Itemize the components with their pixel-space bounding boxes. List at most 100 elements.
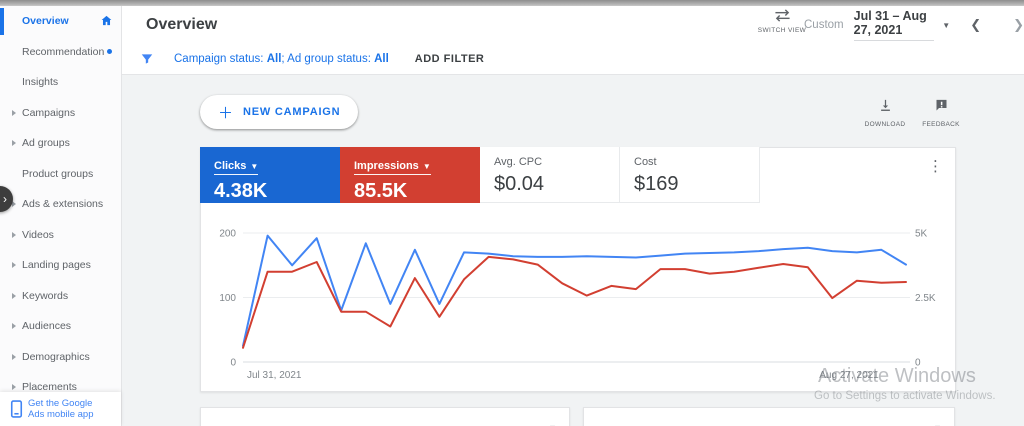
date-range-control: Custom Jul 31 – Aug 27, 2021 ▼ ❮ ❯ xyxy=(804,6,1024,44)
date-range-value[interactable]: Jul 31 – Aug 27, 2021 xyxy=(853,9,935,41)
sidebar-item-label: Ad groups xyxy=(22,137,70,150)
plus-icon: ＋ xyxy=(218,104,234,122)
sidebar-item-label: Audiences xyxy=(22,320,72,333)
filter-bar: Campaign status: All; Ad group status: A… xyxy=(122,44,1024,75)
filter-summary[interactable]: Campaign status: All; Ad group status: A… xyxy=(174,53,389,65)
sidebar-item-campaigns[interactable]: Campaigns xyxy=(0,98,121,129)
expand-arrow-icon xyxy=(12,323,16,330)
sidebar-item-videos[interactable]: Videos xyxy=(0,220,121,251)
sidebar-item-label: Product groups xyxy=(22,167,94,180)
scorecard-value: 4.38K xyxy=(214,180,268,202)
svg-text:0: 0 xyxy=(230,358,236,369)
scorecard-label: Avg. CPC xyxy=(494,156,543,168)
previous-period-button[interactable]: ❮ xyxy=(970,17,982,32)
scorecard-clicks[interactable]: Clicks ▼ 4.38K xyxy=(200,147,340,203)
series-line-impressions xyxy=(242,255,907,349)
scorecard-value: $0.04 xyxy=(494,173,545,195)
add-filter-button[interactable]: ADD FILTER xyxy=(414,53,485,65)
notification-dot xyxy=(107,49,112,55)
sidebar: Overview Recommendations Insights Campaigns… xyxy=(0,6,122,426)
sidebar-item-keywords[interactable]: Keywords xyxy=(0,281,121,312)
scorecard-value: 85.5K xyxy=(354,180,408,202)
new-campaign-button[interactable]: ＋ NEW CAMPAIGN xyxy=(200,95,359,129)
sidebar-item-audiences[interactable]: Audiences xyxy=(0,311,121,342)
home-icon xyxy=(100,14,113,27)
sidebar-item-demographics[interactable]: Demographics xyxy=(0,342,121,373)
performance-summary-card: Clicks ▼ 4.38K Impressions ▼ 85.5K Avg. CPC $0.… xyxy=(200,147,956,392)
download-icon xyxy=(878,99,893,117)
sidebar-item-label: Keywords xyxy=(22,289,69,302)
switch-view-label: SWITCH VIEW xyxy=(757,27,807,34)
svg-text:200: 200 xyxy=(219,229,236,240)
scorecard-label: Cost xyxy=(634,156,657,168)
phone-icon xyxy=(10,400,23,418)
clicks-impressions-line-chart: 0 0 100 2.5K 200 5K Jul 31, 2021 Aug 27, 2021 xyxy=(219,229,936,382)
expand-arrow-icon xyxy=(12,353,16,360)
sidebar-item-label: Ads & extensions xyxy=(22,198,104,211)
svg-text:5K: 5K xyxy=(915,229,928,240)
expand-arrow-icon xyxy=(12,292,16,299)
expand-arrow-icon xyxy=(12,140,16,147)
expand-arrow-icon xyxy=(12,262,16,269)
switch-view-button[interactable]: SWITCH VIEW xyxy=(750,9,814,34)
sidebar-item-label: Campaigns xyxy=(22,106,76,119)
sidebar-item-label: Placements xyxy=(22,381,77,394)
collapse-panel-button[interactable]: › xyxy=(0,186,13,212)
download-button[interactable]: DOWNLOAD xyxy=(858,98,912,128)
sidebar-item-insights[interactable]: Insights xyxy=(0,67,121,98)
sidebar-item-recommendations[interactable]: Recommendations xyxy=(0,37,121,68)
date-range-type: Custom xyxy=(804,19,844,31)
sidebar-item-label: Demographics xyxy=(22,350,90,363)
scorecard-value: $169 xyxy=(634,173,679,195)
new-campaign-label: NEW CAMPAIGN xyxy=(243,106,341,118)
sidebar-item-label: Insights xyxy=(22,76,59,89)
expand-arrow-icon xyxy=(12,201,16,208)
svg-text:100: 100 xyxy=(219,293,236,304)
sidebar-item-landing-pages[interactable]: Landing pages xyxy=(0,250,121,281)
date-range-caret-icon[interactable]: ▼ xyxy=(942,20,951,30)
sidebar-item-ad-groups[interactable]: Ad groups xyxy=(0,128,121,159)
series-line-clicks xyxy=(242,234,907,347)
sidebar-item-label: Videos xyxy=(22,228,54,241)
mobile-app-promo[interactable]: Get the Google Ads mobile app xyxy=(0,392,121,426)
sidebar-item-label: Overview xyxy=(22,15,69,28)
scorecard-avg-cpc[interactable]: Avg. CPC $0.04 xyxy=(480,147,620,203)
window-top-strip xyxy=(0,0,1024,6)
sidebar-item-ads-extensions[interactable]: Ads & extensions xyxy=(0,189,121,220)
sidebar-item-product-groups[interactable]: Product groups xyxy=(0,159,121,190)
expand-arrow-icon xyxy=(12,384,16,391)
sidebar-item-overview[interactable]: Overview xyxy=(0,6,121,37)
sidebar-item-placements[interactable]: Placements xyxy=(0,372,121,403)
sidebar-item-label: Landing pages xyxy=(22,259,91,272)
page-header: Overview SWITCH VIEW Custom Jul 31 – Aug… xyxy=(122,6,1024,45)
page-title: Overview xyxy=(146,16,218,33)
card-menu-kebab-icon[interactable]: ⋮ xyxy=(928,158,943,175)
sidebar-item-label: Recommendations xyxy=(22,45,104,58)
switch-view-icon xyxy=(774,9,791,26)
filter-funnel-icon xyxy=(140,52,154,66)
feedback-label: FEEDBACK xyxy=(922,121,960,128)
svg-text:Aug 27, 2021: Aug 27, 2021 xyxy=(819,370,879,381)
chevron-down-icon[interactable]: ▾ xyxy=(550,423,555,426)
expand-arrow-icon xyxy=(12,231,16,238)
svg-text:Jul 31, 2021: Jul 31, 2021 xyxy=(247,370,302,381)
sidebar-nav: Overview Recommendations Insights Campaigns… xyxy=(0,6,121,403)
scorecard-label[interactable]: Clicks ▼ xyxy=(214,160,259,175)
bottom-card-title: Performance xyxy=(217,424,296,426)
scorecard-cost[interactable]: Cost $169 xyxy=(620,147,760,203)
bottom-card-title: Biggest changes xyxy=(600,424,704,426)
bottom-card-biggest-changes[interactable]: Biggest changes ▾ xyxy=(583,407,955,426)
scorecard-impressions[interactable]: Impressions ▼ 85.5K xyxy=(340,147,480,203)
metric-caret-icon: ▼ xyxy=(422,162,431,171)
svg-text:0: 0 xyxy=(915,358,921,369)
next-period-button[interactable]: ❯ xyxy=(1013,17,1024,32)
mobile-app-promo-label: Get the Google Ads mobile app xyxy=(28,397,94,421)
bottom-card-performance[interactable]: Performance ▾ xyxy=(200,407,570,426)
chevron-down-icon[interactable]: ▾ xyxy=(935,423,940,426)
scorecard-label[interactable]: Impressions ▼ xyxy=(354,160,431,175)
svg-text:2.5K: 2.5K xyxy=(915,293,936,304)
feedback-icon xyxy=(934,99,949,117)
feedback-button[interactable]: FEEDBACK xyxy=(914,98,968,128)
download-label: DOWNLOAD xyxy=(864,121,906,128)
